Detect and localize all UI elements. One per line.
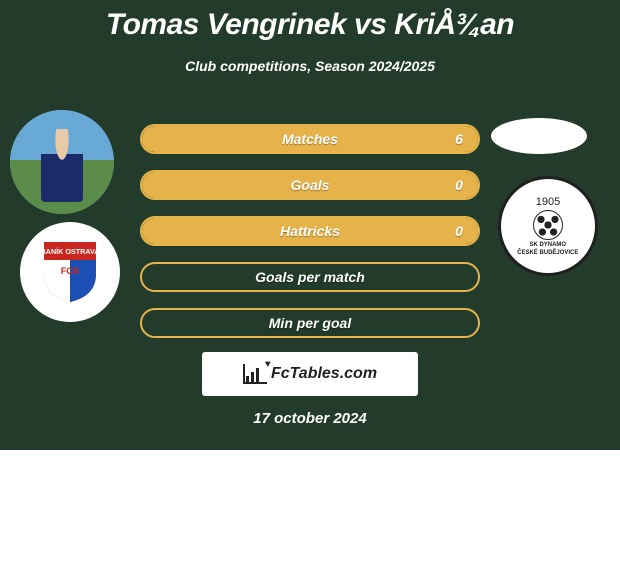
page-subtitle: Club competitions, Season 2024/2025 <box>0 58 620 74</box>
infographic-card: Tomas Vengrinek vs KriÅ¾an Club competit… <box>0 0 620 450</box>
stat-bars: Matches 6 Goals 0 Hattricks 0 Goals per … <box>140 124 480 354</box>
bar-goals: Goals 0 <box>140 170 480 200</box>
svg-text:BANÍK OSTRAVA: BANÍK OSTRAVA <box>42 247 98 256</box>
club-right-name-line2: ČESKÉ BUDĚJOVICE <box>517 249 578 256</box>
infographic-date: 17 october 2024 <box>0 410 620 427</box>
bar-label: Goals <box>142 172 478 198</box>
chart-icon <box>243 364 267 384</box>
bar-label: Min per goal <box>142 310 478 336</box>
player-right-avatar-placeholder <box>491 118 587 154</box>
brand-name: FcTables.com <box>271 365 377 383</box>
bar-label: Matches <box>142 126 478 152</box>
bar-label: Goals per match <box>142 264 478 290</box>
bar-value-right <box>440 264 478 290</box>
svg-text:FCB: FCB <box>61 266 80 276</box>
club-right-name-line1: SK DYNAMO <box>530 241 567 248</box>
bar-value-right: 6 <box>440 126 478 152</box>
bar-min-per-goal: Min per goal <box>140 308 480 338</box>
club-right-year: 1905 <box>536 196 560 208</box>
page-title: Tomas Vengrinek vs KriÅ¾an <box>0 8 620 42</box>
club-right-badge: 1905 SK DYNAMO ČESKÉ BUDĚJOVICE <box>498 176 598 276</box>
bar-value-right: 0 <box>440 218 478 244</box>
club-left-badge: BANÍK OSTRAVA FCB <box>20 222 120 322</box>
player-silhouette <box>41 129 83 202</box>
player-left-avatar <box>10 110 114 214</box>
bar-matches: Matches 6 <box>140 124 480 154</box>
bar-value-right: 0 <box>440 172 478 198</box>
banik-ostrava-shield-icon: BANÍK OSTRAVA FCB <box>42 240 98 304</box>
bar-hattricks: Hattricks 0 <box>140 216 480 246</box>
brand-badge: FcTables.com <box>202 352 418 396</box>
bar-value-right <box>440 310 478 336</box>
bar-label: Hattricks <box>142 218 478 244</box>
bar-goals-per-match: Goals per match <box>140 262 480 292</box>
avatar-bg <box>10 110 114 214</box>
soccer-ball-icon <box>533 210 563 240</box>
